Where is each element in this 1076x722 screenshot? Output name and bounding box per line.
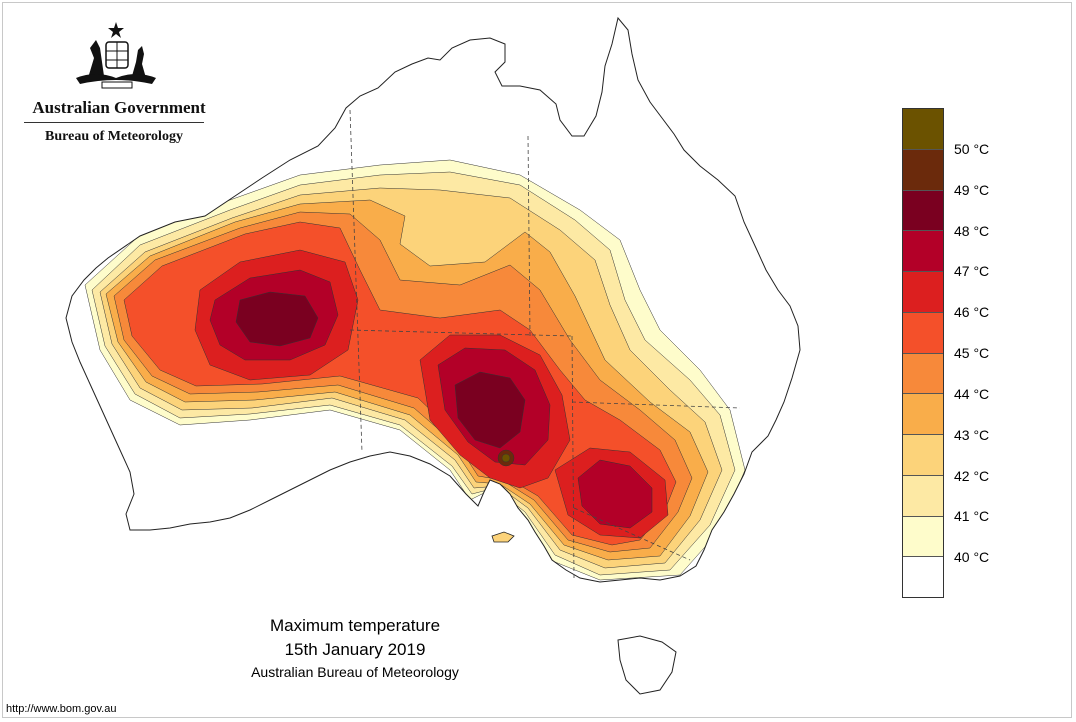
band-47-east	[577, 459, 653, 529]
legend-label: 44 °C	[954, 385, 990, 402]
legend-swatch	[903, 231, 943, 272]
state-borders	[349, 109, 741, 579]
border-sa-nsw-vic	[571, 335, 575, 579]
legend-label: 42 °C	[954, 467, 990, 484]
map-title: Maximum temperature	[269, 616, 441, 635]
band-48-south	[454, 371, 526, 449]
band-48-west	[235, 291, 319, 347]
legend-swatch	[903, 353, 943, 395]
legend-swatch	[903, 394, 943, 435]
legend-label: 43 °C	[954, 426, 990, 443]
map-date: 15th January 2019	[284, 640, 426, 659]
logo-divider	[24, 122, 204, 123]
border-wa	[349, 109, 363, 453]
government-logo: Australian Government Bureau of Meteorol…	[18, 18, 218, 148]
legend-swatch	[903, 272, 943, 313]
legend-label: 40 °C	[954, 549, 990, 566]
legend-swatch	[903, 190, 943, 232]
legend-swatch	[903, 475, 943, 517]
legend-swatch	[903, 312, 943, 354]
legend-swatch	[903, 557, 943, 597]
legend-label: 45 °C	[954, 345, 990, 361]
legend-label: 41 °C	[954, 508, 990, 525]
temperature-bands	[84, 159, 746, 581]
legend-swatch	[903, 149, 943, 191]
legend-label: 49 °C	[954, 181, 990, 198]
border-nt-sa	[349, 329, 573, 337]
legend-label: 48 °C	[954, 222, 990, 239]
border-nsw-vic	[573, 507, 691, 561]
mainland-coastline	[65, 16, 801, 583]
tasmania	[617, 635, 677, 695]
legend-labels: 50 °C 49 °C 48 °C 47 °C 46 °C 45 °C 44 °C 43 °C…	[954, 108, 1044, 598]
legend-swatch	[903, 109, 943, 150]
map-source: Australian Bureau of Meteorology	[251, 664, 459, 680]
map-caption: Maximum temperature 15th January 2019 Au…	[200, 614, 510, 682]
bureau-name: Bureau of Meteorology	[45, 129, 183, 144]
border-qld-nsw	[571, 401, 741, 409]
coat-of-arms-icon	[76, 22, 156, 89]
border-nt-qld	[527, 135, 531, 337]
legend-label: 50 °C	[954, 140, 990, 157]
band-50-core	[501, 453, 511, 463]
legend-label: 47 °C	[954, 263, 990, 280]
legend-label: 46 °C	[954, 304, 990, 321]
legend-swatch	[903, 435, 943, 476]
government-name: Australian Government	[32, 98, 206, 117]
kangaroo-island	[491, 531, 515, 543]
website-url: http://www.bom.gov.au	[6, 703, 117, 715]
temperature-legend	[902, 108, 944, 598]
legend-swatch	[903, 516, 943, 558]
